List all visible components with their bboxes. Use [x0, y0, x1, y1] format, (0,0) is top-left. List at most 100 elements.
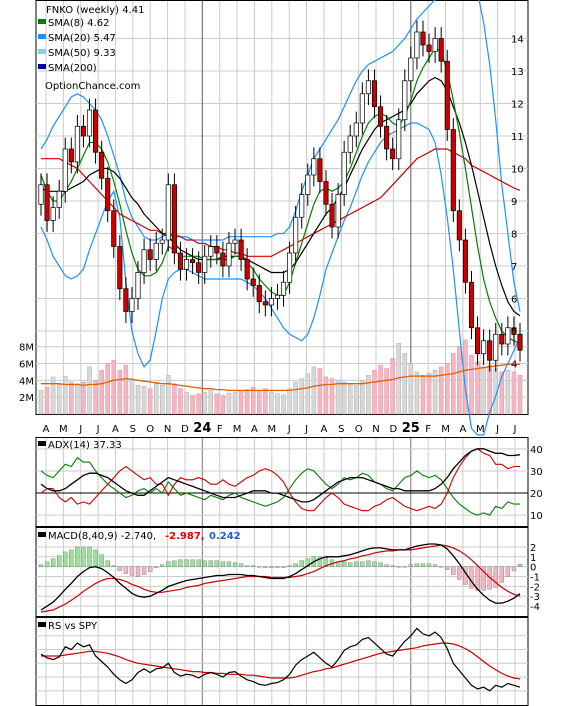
macd-histogram-bar [81, 546, 86, 567]
macd-histogram-bar [493, 566, 498, 588]
month-label: 24 [193, 421, 211, 436]
macd-histogram-bar [360, 561, 365, 567]
candle-body [123, 288, 129, 312]
legend-swatch [38, 34, 46, 39]
month-grid [45, 1, 516, 414]
month-label: J [495, 424, 499, 435]
candle-body [299, 194, 305, 218]
macd-histogram-bar [517, 564, 523, 567]
volume-bar [487, 364, 492, 415]
chart-title: FNKO (weekly) 4.41 [46, 5, 145, 16]
candle-body [444, 60, 450, 130]
month-label: F [217, 424, 223, 435]
price-tick-label: 14 [511, 35, 524, 46]
macd-histogram-bar [220, 561, 226, 567]
month-label: J [287, 424, 291, 435]
candle-body [93, 109, 99, 153]
macd-histogram-bar [154, 566, 159, 568]
candle-body [305, 174, 311, 195]
volume-bar [244, 389, 250, 415]
candle-body [335, 194, 341, 228]
macd-histogram-bar [166, 561, 171, 567]
volume-bar [172, 383, 177, 415]
volume-bar [105, 363, 110, 415]
candle-body [438, 38, 444, 62]
volume-bar [184, 391, 189, 415]
macd-label: MACD(8,40,9) -2.740, [48, 531, 156, 542]
macd-histogram-bar [342, 561, 347, 567]
candle-body [493, 333, 499, 361]
volume-bar [384, 368, 389, 415]
adx-lines [40, 448, 521, 516]
month-label: J [96, 424, 100, 435]
macd-histogram-bar [117, 566, 122, 571]
macd-histogram-bar [451, 566, 456, 575]
candle-body [517, 333, 523, 351]
candle-body [426, 44, 432, 52]
price-tick-label: 9 [511, 197, 517, 208]
month-label: O [355, 424, 363, 435]
volume-bar [117, 369, 123, 415]
macd-histogram-bar [75, 546, 80, 567]
candle-body [111, 210, 117, 247]
volume-bar [153, 383, 159, 415]
volume-tick-label: 8M [19, 343, 34, 354]
month-label: M [59, 424, 68, 435]
candle-body [38, 184, 44, 205]
macd-histogram-bar [226, 561, 232, 567]
price-tick-label: 13 [511, 67, 524, 78]
candle-body [432, 38, 438, 52]
legend-label: SMA(20) 5.47 [48, 33, 116, 44]
candle-body [50, 207, 56, 221]
rs-sma-line [41, 642, 521, 680]
volume-bar [335, 380, 341, 415]
candle-body [171, 184, 177, 254]
adx-label-marker [38, 441, 46, 446]
volume-bar [238, 390, 244, 415]
candle-body [371, 80, 378, 108]
macd-histogram-bar [202, 560, 207, 567]
macd-histogram-bar [257, 566, 262, 568]
candle-body [135, 272, 141, 299]
volume-bar [505, 369, 511, 415]
macd-histogram-bar [147, 566, 153, 572]
macd-tick-label: 2 [530, 543, 536, 554]
candle-body [341, 151, 347, 195]
macd-histogram-bar [232, 562, 238, 567]
price-tick-label: 12 [511, 100, 524, 111]
volume-bar [305, 373, 311, 415]
price-tick-label: 5 [511, 327, 517, 338]
candle-body [475, 327, 481, 355]
candle-body [62, 148, 68, 192]
macd-lines [40, 543, 521, 613]
volume-bar [75, 383, 80, 415]
price-tick-label: 4 [511, 360, 517, 371]
candle-body [129, 298, 135, 312]
candle-body [214, 246, 220, 254]
volume-bar [378, 364, 383, 415]
macd-tick-label: 0 [530, 563, 536, 574]
volume-bar [196, 393, 201, 415]
volume-bar [457, 346, 462, 415]
macd-histogram-bar [390, 565, 395, 567]
candle-body [317, 158, 323, 182]
volume-bar [341, 381, 347, 415]
candle-body [262, 301, 268, 306]
candle-body [353, 122, 359, 137]
macd-histogram-bar [208, 560, 213, 567]
macd-histogram-bar [481, 566, 486, 591]
month-label: F [425, 424, 431, 435]
legend-swatch [38, 64, 46, 69]
volume-bar [372, 369, 377, 415]
candle-body [105, 177, 111, 212]
volume-tick-label: 4M [19, 376, 34, 387]
volume-bar [432, 369, 438, 415]
volume-bar [208, 390, 214, 415]
candle-body [456, 210, 462, 241]
volume-bar [354, 385, 359, 415]
rs-line [40, 627, 521, 692]
volume-bar [475, 361, 480, 415]
volume-sma-line [41, 363, 520, 392]
volume-bar [329, 378, 335, 415]
